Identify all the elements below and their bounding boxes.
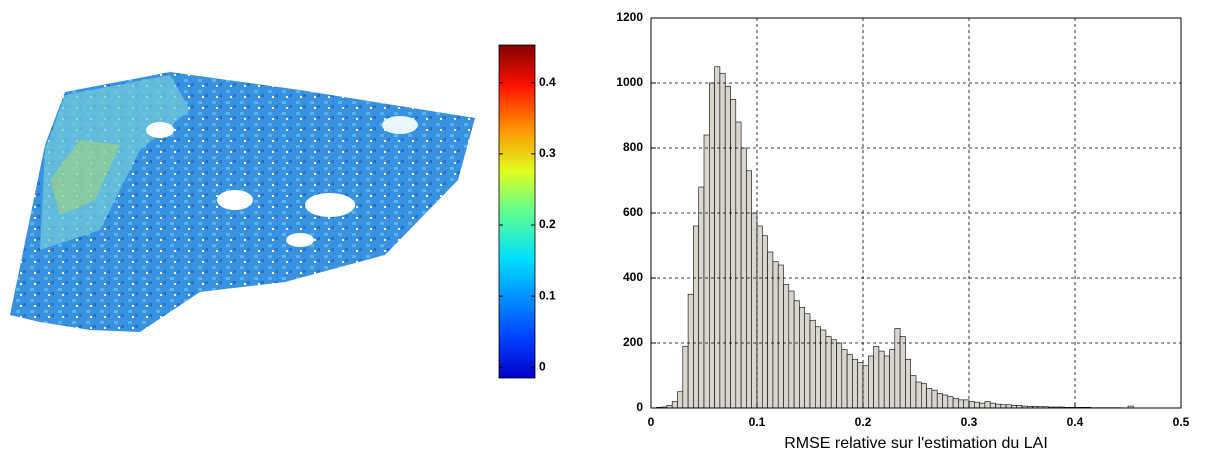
bar [777,264,784,409]
bar [783,284,790,409]
bar [841,349,848,409]
bar [708,82,715,409]
bar [804,313,811,409]
bar [687,293,694,409]
bar [857,362,864,409]
bar [867,355,874,409]
bar [825,336,832,409]
x-tick-label: 0.2 [855,415,872,429]
colorbar-scale [498,44,536,379]
bar [979,402,986,409]
bar [984,401,991,409]
y-tick-label: 600 [623,205,643,219]
bar [761,235,768,409]
bar [958,399,965,409]
bar [846,354,853,409]
colorbar-tick-label: 0.3 [539,146,556,160]
bar [799,306,806,409]
colorbar-tick-label: 0.1 [539,288,556,302]
bar [931,389,938,409]
bar [889,349,896,409]
bar [735,121,742,409]
bar [926,388,933,409]
x-tick-label: 0.3 [961,415,978,429]
bar [952,397,959,409]
bar [719,72,726,409]
bar [693,225,700,409]
bar [767,251,774,409]
x-tick-label: 0.4 [1067,415,1084,429]
bar [682,345,689,409]
bar [836,342,843,409]
bar [942,394,949,409]
bar [989,402,996,409]
bar [910,375,917,409]
y-tick-label: 1200 [616,10,643,24]
bar [936,393,943,409]
y-tick-label: 200 [623,335,643,349]
colorbar-tick-label: 0 [539,359,546,373]
bar [947,396,954,409]
bar [878,350,885,409]
y-tick-label: 800 [623,140,643,154]
bar [698,186,705,409]
bar [995,403,1002,409]
colorbar: 0 0.1 0.2 0.3 0.4 [498,44,556,379]
plot-frame [650,17,1182,409]
histogram: RMSE relative sur l'estimation du LAI 0 2… [616,10,1189,452]
y-tick-label: 1000 [616,75,643,89]
bar [852,358,859,409]
bar [730,98,737,409]
bar [793,300,800,409]
map [10,72,475,332]
bar [830,339,837,409]
bar [703,134,710,409]
x-tick-label: 0 [648,415,655,429]
y-tick-label: 0 [636,400,643,414]
colorbar-tick-label: 0.2 [539,217,556,231]
bar [899,336,906,409]
bar [788,290,795,409]
bar [677,391,684,409]
bar [751,212,758,409]
bar [746,170,753,409]
bar [905,358,912,409]
bar [968,401,975,409]
bar [756,225,763,409]
x-tick-label: 0.5 [1173,415,1190,429]
x-axis-label: RMSE relative sur l'estimation du LAI [784,435,1048,452]
bar [920,383,927,409]
bar [714,66,721,409]
bar [963,399,970,409]
bar [671,401,678,409]
colorbar-tick-label: 0.4 [539,75,556,89]
bar [894,328,901,409]
bar [820,329,827,409]
bar [883,355,890,409]
x-tick-label: 0.1 [749,415,766,429]
bar [809,319,816,409]
y-tick-label: 400 [623,270,643,284]
bar [772,261,779,409]
bar [724,85,731,409]
bar [873,345,880,409]
bar [814,326,821,409]
bar [973,401,980,409]
bar [915,381,922,409]
bar [862,365,869,409]
